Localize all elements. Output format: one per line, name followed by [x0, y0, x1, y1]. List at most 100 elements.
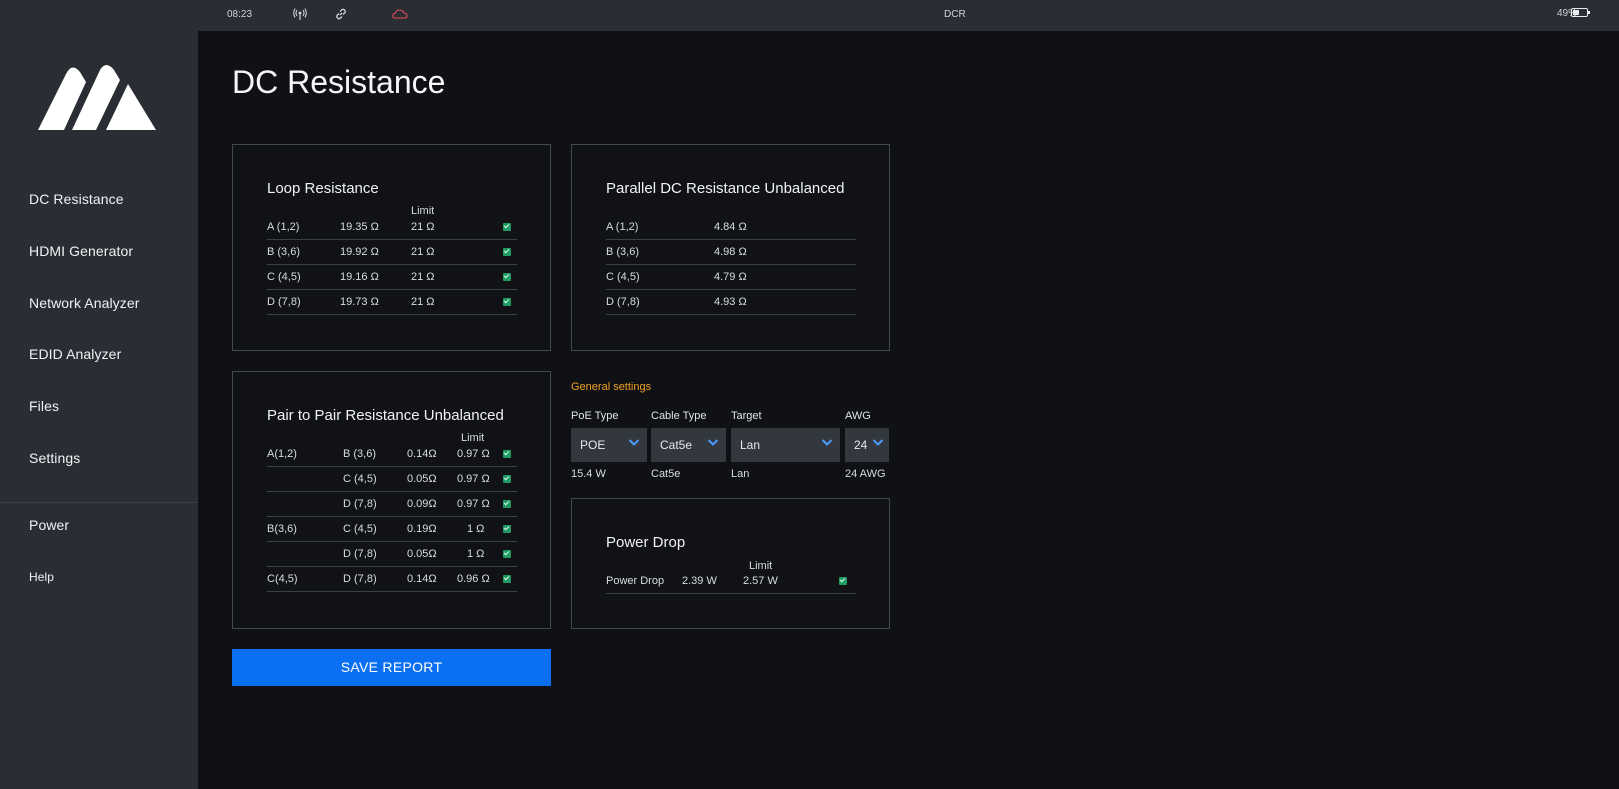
pair-from: C(4,5)	[267, 573, 298, 585]
chevron-down-icon	[872, 439, 884, 446]
pass-check-icon	[503, 248, 511, 256]
resistance-value: 19.35 Ω	[340, 221, 379, 233]
sidebar-item-help[interactable]: Help	[29, 570, 55, 584]
limit-value: 1 Ω	[467, 548, 485, 560]
power-drop-panel: Power Drop Limit Power Drop 2.39 W 2.57 …	[571, 498, 890, 629]
pair-limit-header: Limit	[461, 432, 485, 444]
pair-to: B (3,6)	[343, 448, 377, 460]
parallel-resistance-title: Parallel DC Resistance Unbalanced	[606, 180, 845, 197]
link-icon	[336, 8, 346, 20]
pass-check-icon	[503, 500, 511, 508]
status-title: DCR	[944, 9, 966, 20]
target-select[interactable]: Lan	[731, 428, 840, 462]
pass-check-icon	[503, 550, 511, 558]
awg-select[interactable]: 24	[845, 428, 889, 462]
battery-percent: 49%	[1556, 8, 1577, 19]
pass-check-icon	[503, 450, 511, 458]
resistance-value: 19.92 Ω	[340, 246, 379, 258]
cable-type-select[interactable]: Cat5e	[651, 428, 726, 462]
pair-label: C (4,5)	[267, 271, 301, 283]
battery-icon	[1571, 8, 1590, 17]
target-value: Lan	[740, 438, 761, 452]
pair-from: B(3,6)	[267, 523, 297, 535]
power-drop-label: Power Drop	[606, 575, 665, 587]
pair-to-pair-panel: Pair to Pair Resistance Unbalanced Limit…	[232, 371, 551, 629]
chevron-down-icon	[628, 439, 640, 446]
pass-check-icon	[503, 223, 511, 231]
loop-resistance-panel: Loop Resistance Limit A (1,2) 19.35 Ω 21…	[232, 144, 551, 351]
parallel-resistance-panel: Parallel DC Resistance Unbalanced A (1,2…	[571, 144, 890, 351]
resistance-value: 19.73 Ω	[340, 296, 379, 308]
resistance-value: 0.05Ω	[407, 473, 437, 485]
table-row: D (7,8) 0.05Ω 1 Ω	[267, 542, 517, 567]
limit-value: 0.97 Ω	[457, 473, 490, 485]
sidebar-item-network-analyzer[interactable]: Network Analyzer	[29, 295, 140, 311]
limit-value: 0.96 Ω	[457, 573, 490, 585]
pair-label: B (3,6)	[606, 246, 640, 258]
table-row: D (7,8) 19.73 Ω 21 Ω	[267, 290, 517, 315]
resistance-value: 0.19Ω	[407, 523, 437, 535]
pair-label: B (3,6)	[267, 246, 301, 258]
table-row: B(3,6) C (4,5) 0.19Ω 1 Ω	[267, 517, 517, 542]
save-report-button[interactable]: SAVE REPORT	[232, 649, 551, 686]
cable-type-sub: Cat5e	[651, 468, 681, 480]
awg-sub: 24 AWG	[845, 468, 886, 480]
table-row: A(1,2) B (3,6) 0.14Ω 0.97 Ω	[267, 442, 517, 467]
pair-to: C (4,5)	[343, 473, 377, 485]
sidebar-item-hdmi-generator[interactable]: HDMI Generator	[29, 243, 134, 259]
cable-type-value: Cat5e	[660, 438, 693, 452]
limit-value: 21 Ω	[411, 246, 435, 258]
general-settings-title: General settings	[571, 381, 652, 393]
awg-value: 24	[854, 438, 868, 452]
pair-from: A(1,2)	[267, 448, 297, 460]
table-row: D (7,8) 0.09Ω 0.97 Ω	[267, 492, 517, 517]
sidebar-item-files[interactable]: Files	[29, 398, 60, 414]
resistance-value: 4.93 Ω	[714, 296, 747, 308]
power-limit-header: Limit	[749, 560, 773, 572]
sidebar-item-dc-resistance[interactable]: DC Resistance	[29, 191, 124, 207]
target-sub: Lan	[731, 468, 750, 480]
table-row: A (1,2) 19.35 Ω 21 Ω	[267, 215, 517, 240]
page-title: DC Resistance	[232, 64, 446, 100]
resistance-value: 0.09Ω	[407, 498, 437, 510]
loop-resistance-title: Loop Resistance	[267, 180, 379, 197]
brand-logo-icon	[38, 65, 156, 130]
table-row: C (4,5) 19.16 Ω 21 Ω	[267, 265, 517, 290]
limit-value: 0.97 Ω	[457, 498, 490, 510]
pass-check-icon	[503, 298, 511, 306]
resistance-value: 0.14Ω	[407, 448, 437, 460]
cloud-icon	[392, 9, 408, 19]
pass-check-icon	[503, 575, 511, 583]
table-row: C (4,5) 0.05Ω 0.97 Ω	[267, 467, 517, 492]
sidebar-item-settings[interactable]: Settings	[29, 450, 81, 466]
sidebar: DC Resistance HDMI Generator Network Ana…	[0, 0, 198, 789]
pair-label: C (4,5)	[606, 271, 640, 283]
resistance-value: 4.98 Ω	[714, 246, 747, 258]
pass-check-icon	[839, 577, 847, 585]
sidebar-item-power[interactable]: Power	[29, 517, 70, 533]
power-limit-value: 2.57 W	[743, 575, 778, 587]
chevron-down-icon	[821, 439, 833, 446]
resistance-value: 0.05Ω	[407, 548, 437, 560]
pair-label: D (7,8)	[606, 296, 640, 308]
poe-type-select[interactable]: POE	[571, 428, 647, 462]
pass-check-icon	[503, 475, 511, 483]
target-label: Target	[731, 410, 762, 422]
poe-type-label: PoE Type	[571, 410, 619, 422]
limit-value: 1 Ω	[467, 523, 485, 535]
status-time: 08:23	[227, 9, 253, 20]
table-row: A (1,2) 4.84 Ω	[606, 215, 856, 240]
poe-type-sub: 15.4 W	[571, 468, 606, 480]
cable-type-label: Cable Type	[651, 410, 707, 422]
status-bar: 08:23 DCR 49%	[198, 0, 1619, 31]
resistance-value: 19.16 Ω	[340, 271, 379, 283]
resistance-value: 4.79 Ω	[714, 271, 747, 283]
loop-limit-header: Limit	[411, 205, 435, 217]
pass-check-icon	[503, 525, 511, 533]
limit-value: 21 Ω	[411, 271, 435, 283]
pair-to: D (7,8)	[343, 548, 377, 560]
power-drop-value: 2.39 W	[682, 575, 717, 587]
sidebar-item-edid-analyzer[interactable]: EDID Analyzer	[29, 346, 122, 362]
pair-label: D (7,8)	[267, 296, 301, 308]
table-row: C (4,5) 4.79 Ω	[606, 265, 856, 290]
